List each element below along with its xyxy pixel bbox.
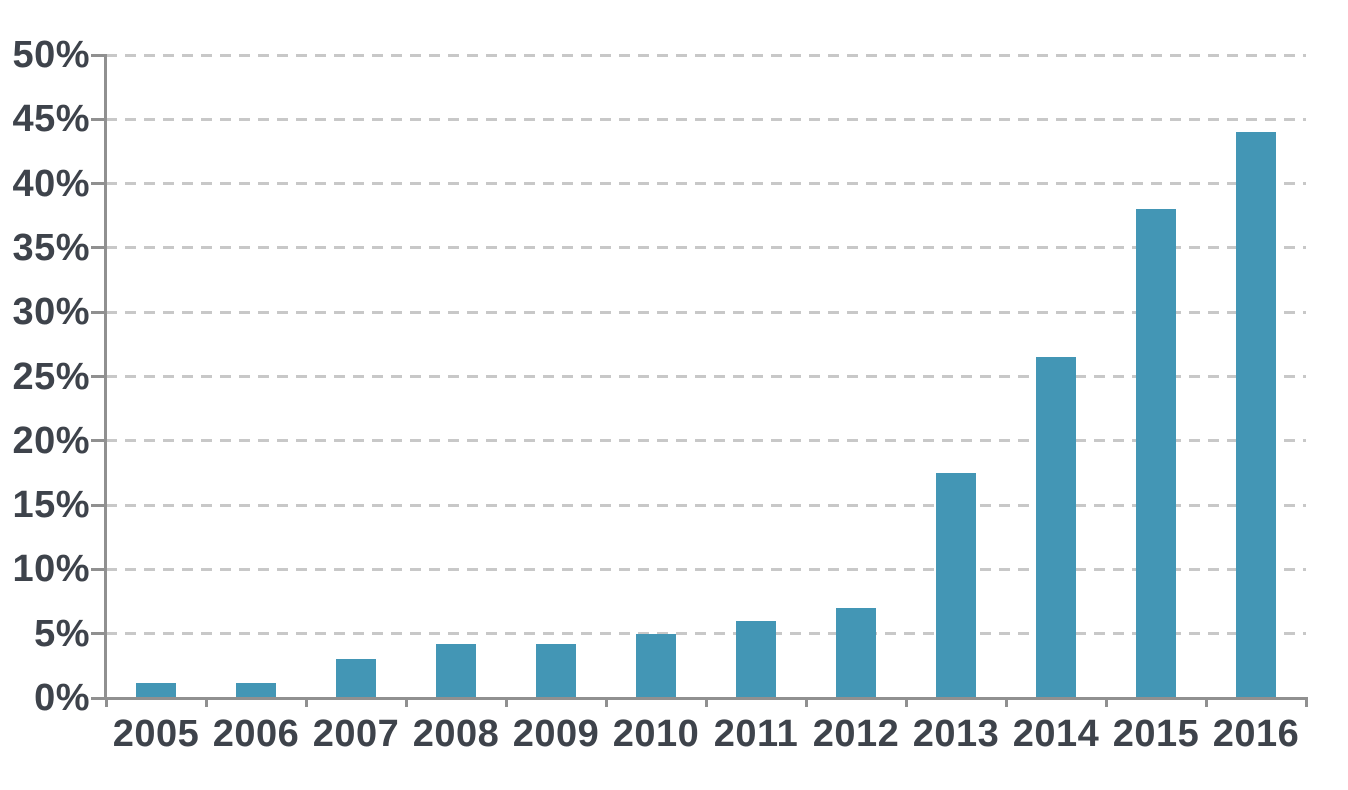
x-axis-tick-2011 bbox=[704, 698, 708, 707]
gridline-45 bbox=[106, 117, 1306, 121]
x-axis-label-2007: 2007 bbox=[312, 713, 400, 755]
x-axis-label-2006: 2006 bbox=[212, 713, 300, 755]
x-axis-label-2012: 2012 bbox=[812, 713, 900, 755]
x-axis-label-2013: 2013 bbox=[912, 713, 1000, 755]
y-axis-tick-10 bbox=[91, 567, 106, 571]
gridline-25 bbox=[106, 375, 1306, 378]
y-axis-label-45: 45% bbox=[12, 98, 90, 141]
y-axis-tick-5 bbox=[91, 632, 106, 636]
bar-2006 bbox=[236, 682, 276, 698]
x-axis-label-2014: 2014 bbox=[1012, 713, 1100, 755]
x-axis-line bbox=[104, 696, 1308, 700]
y-axis-label-35: 35% bbox=[12, 226, 90, 269]
y-axis-tick-30 bbox=[91, 310, 106, 314]
y-axis-label-50: 50% bbox=[12, 34, 90, 76]
bar-2007 bbox=[336, 659, 376, 698]
y-axis-label-10: 10% bbox=[12, 548, 90, 591]
y-axis-tick-40 bbox=[91, 182, 106, 186]
x-axis-tick-2012 bbox=[804, 698, 808, 707]
x-axis-tick-2014 bbox=[1004, 698, 1008, 707]
x-axis-tick-2015 bbox=[1104, 698, 1108, 707]
y-axis-tick-45 bbox=[91, 117, 106, 121]
bar-2009 bbox=[536, 644, 576, 698]
gridline-30 bbox=[106, 310, 1306, 314]
y-axis-tick-35 bbox=[91, 246, 106, 250]
x-axis-label-2008: 2008 bbox=[412, 713, 500, 755]
bar-2005 bbox=[136, 682, 176, 698]
y-axis-label-30: 30% bbox=[12, 291, 90, 334]
x-axis-tick-2009 bbox=[504, 698, 508, 707]
x-axis-tick-2016 bbox=[1204, 698, 1208, 707]
y-axis-label-40: 40% bbox=[12, 162, 90, 205]
y-axis-label-25: 25% bbox=[12, 355, 90, 398]
gridline-10 bbox=[106, 567, 1306, 571]
bar-2016 bbox=[1236, 132, 1276, 698]
y-axis-tick-0 bbox=[91, 696, 106, 700]
x-axis-tick-end bbox=[1304, 698, 1308, 707]
gridline-5 bbox=[106, 632, 1306, 636]
x-axis-tick-2008 bbox=[404, 698, 408, 707]
bar-2008 bbox=[436, 644, 476, 698]
y-axis-labels: 0% 5% 10% 15% 20% 25% 30% 35% 40% 45% 50% bbox=[0, 0, 90, 790]
x-axis-label-2009: 2009 bbox=[512, 713, 600, 755]
y-axis-tick-25 bbox=[91, 375, 106, 378]
y-axis-tick-15 bbox=[91, 503, 106, 507]
x-axis-label-2016: 2016 bbox=[1212, 713, 1300, 755]
bar-2011 bbox=[736, 620, 776, 698]
gridline-35 bbox=[106, 246, 1306, 250]
y-axis-label-5: 5% bbox=[34, 612, 90, 655]
bar-2014 bbox=[1036, 357, 1076, 698]
bar-2013 bbox=[936, 472, 976, 698]
y-axis-label-15: 15% bbox=[12, 484, 90, 527]
x-axis-label-2015: 2015 bbox=[1112, 713, 1200, 755]
y-axis-tick-20 bbox=[91, 439, 106, 443]
x-axis-tick-2013 bbox=[904, 698, 908, 707]
gridline-15 bbox=[106, 503, 1306, 507]
gridline-20 bbox=[106, 439, 1306, 443]
x-axis-label-2011: 2011 bbox=[713, 713, 799, 755]
x-axis-label-2010: 2010 bbox=[612, 713, 700, 755]
x-axis-labels: 2005 2006 2007 2008 2009 2010 2011 2012 2013 2014… bbox=[106, 712, 1306, 758]
x-axis-tick-2005 bbox=[104, 698, 108, 707]
y-axis-tick-50 bbox=[91, 53, 106, 57]
gridline-50 bbox=[106, 53, 1306, 57]
bar-2015 bbox=[1136, 209, 1176, 698]
y-axis-label-20: 20% bbox=[12, 419, 90, 462]
plot-area bbox=[91, 53, 1308, 707]
x-axis-tick-2007 bbox=[304, 698, 308, 707]
bar-2010 bbox=[636, 633, 676, 698]
x-axis-tick-2010 bbox=[604, 698, 608, 707]
x-axis-label-2005: 2005 bbox=[112, 713, 200, 755]
x-axis-tick-2006 bbox=[204, 698, 208, 707]
bar-2012 bbox=[836, 607, 876, 698]
gridline-40 bbox=[106, 182, 1306, 186]
y-axis-label-0: 0% bbox=[34, 677, 90, 719]
